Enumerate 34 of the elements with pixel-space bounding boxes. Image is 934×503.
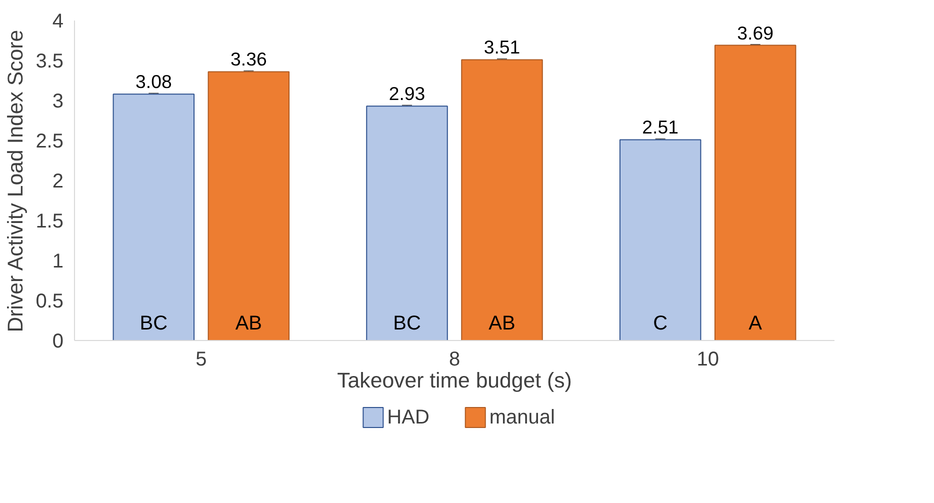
y-axis-title: Driver Activity Load Index Score	[4, 30, 28, 332]
bar	[366, 106, 448, 340]
y-tick-label: 3	[52, 90, 64, 112]
y-tick-label: 2	[52, 170, 64, 192]
annotation: BC	[140, 312, 168, 334]
x-axis-title: Takeover time budget (s)	[337, 368, 572, 392]
x-tick-label: 10	[696, 348, 719, 370]
y-tick-label: 3.5	[36, 50, 64, 72]
y-tick-label: 2.5	[36, 130, 64, 152]
annotation: AB	[235, 312, 262, 334]
y-tick-label: 0	[52, 330, 64, 352]
bar	[112, 94, 195, 340]
data-label: 2.51	[642, 116, 678, 138]
annotation: A	[748, 312, 763, 334]
y-tick-label: 0.5	[36, 290, 64, 312]
y-tick-label: 1	[52, 250, 64, 272]
data-label: 2.93	[388, 83, 426, 104]
data-label: 3.69	[737, 22, 774, 44]
bar	[208, 71, 290, 340]
annotation: C	[653, 312, 668, 334]
bar	[714, 44, 796, 340]
x-tick-label: 8	[448, 348, 460, 370]
x-tick-label: 5	[196, 348, 207, 370]
legend-label: manual	[489, 406, 555, 428]
y-tick-label: 4	[52, 10, 64, 32]
bar	[619, 139, 702, 340]
bar	[461, 59, 543, 340]
data-label: 3.51	[484, 36, 520, 58]
legend-label: HAD	[387, 406, 430, 428]
data-label: 3.36	[230, 48, 267, 70]
annotation: BC	[393, 312, 421, 334]
annotation: AB	[488, 312, 516, 334]
y-tick-label: 1.5	[36, 210, 64, 232]
data-label: 3.08	[136, 71, 172, 92]
